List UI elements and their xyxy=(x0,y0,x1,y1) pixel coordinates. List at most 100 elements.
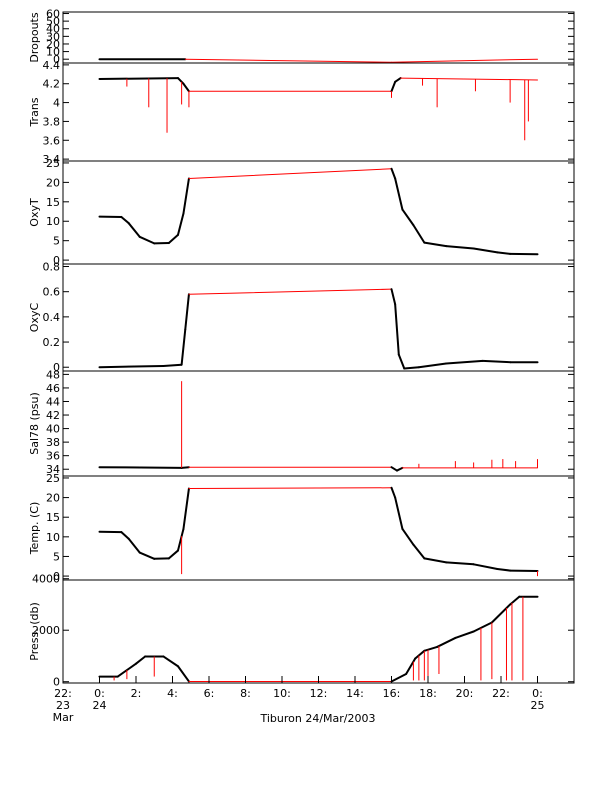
data-line-segment xyxy=(182,487,190,530)
y-tick-label: 40 xyxy=(46,423,60,436)
y-tick-label: 5 xyxy=(53,550,60,563)
data-line-segment xyxy=(390,80,397,93)
y-tick-label: 0 xyxy=(53,676,60,689)
data-line-segment xyxy=(394,303,400,356)
x-tick-label: 22: xyxy=(54,687,72,700)
y-tick-label: 20 xyxy=(46,492,60,505)
data-line-segment xyxy=(401,527,415,546)
data-line-segment xyxy=(394,496,404,530)
y-tick-label: 0.6 xyxy=(43,286,61,299)
data-line-segment xyxy=(403,366,420,370)
y-tick-label: 40 xyxy=(46,23,60,36)
y-tick-label: 0 xyxy=(53,570,60,583)
plot-frame xyxy=(62,263,575,372)
data-line-segment xyxy=(412,543,426,560)
data-line-segment xyxy=(414,649,426,660)
data-line-segment xyxy=(135,655,147,665)
data-line-segment xyxy=(176,527,185,552)
x-tick-label: 8: xyxy=(240,687,251,700)
y-tick-label: 25 xyxy=(46,157,60,170)
data-line-segment xyxy=(188,487,392,490)
y-tick-label: 5 xyxy=(53,235,60,248)
x-tick-label: 0: xyxy=(94,687,105,700)
x-tick-label: 2: xyxy=(131,687,142,700)
data-line-segment xyxy=(405,657,417,675)
y-tick-label: 0 xyxy=(53,53,60,66)
x-tick-label: 18: xyxy=(419,687,437,700)
x-tick-label: 16: xyxy=(383,687,401,700)
data-line-segment xyxy=(138,551,156,560)
x-tick-label: 22: xyxy=(492,687,510,700)
data-line-segment xyxy=(98,466,183,469)
data-line-segment xyxy=(180,466,190,469)
data-line-segment xyxy=(423,645,439,652)
data-line-segment xyxy=(394,77,402,83)
y-tick-label: 44 xyxy=(46,395,60,408)
data-line-segment xyxy=(176,212,185,236)
data-line-segment xyxy=(472,247,499,254)
data-line-segment xyxy=(176,665,190,683)
data-line-segment xyxy=(162,363,183,367)
y-tick-label: 20 xyxy=(46,176,60,189)
y-tick-label: 60 xyxy=(46,8,60,21)
data-line-segment xyxy=(167,549,179,560)
y-axis-label: OxyT xyxy=(28,198,41,227)
y-tick-label: 30 xyxy=(46,30,60,43)
y-tick-label: 46 xyxy=(46,382,60,395)
data-line-segment xyxy=(496,568,512,572)
data-line-segment xyxy=(188,168,392,179)
plot-frame xyxy=(62,160,575,265)
data-line-segment xyxy=(184,58,392,63)
data-line-segment xyxy=(188,288,392,295)
y-tick-label: 10 xyxy=(46,215,60,228)
x-tick-label: 25 xyxy=(531,699,545,712)
y-tick-label: 2000 xyxy=(32,624,60,637)
y-axis-label: Trans xyxy=(28,97,41,127)
y-tick-label: 38 xyxy=(46,436,60,449)
chart-caption: Tiburon 24/Mar/2003 xyxy=(259,712,375,725)
chart-panel: 0 0.2 0.4 0.6 0.8 OxyC xyxy=(28,261,575,374)
data-line-segment xyxy=(184,293,190,331)
data-line-segment xyxy=(98,364,165,369)
x-tick-label: 24 xyxy=(93,699,107,712)
y-tick-label: 15 xyxy=(46,196,60,209)
data-line-segment xyxy=(395,466,404,472)
data-line-segment xyxy=(390,672,408,683)
y-axis-label: Temp. (C) xyxy=(28,502,41,556)
data-line-segment xyxy=(397,353,406,370)
y-tick-label: 4000 xyxy=(32,573,60,586)
data-line-segment xyxy=(390,288,397,306)
plot-frame xyxy=(62,370,575,477)
data-line-segment xyxy=(390,466,398,472)
data-line-segment xyxy=(412,224,426,244)
y-tick-label: 48 xyxy=(46,368,60,381)
x-tick-label: 20: xyxy=(456,687,474,700)
y-axis-label: OxyC xyxy=(28,303,41,333)
y-tick-label: 10 xyxy=(46,531,60,544)
data-line-segment xyxy=(423,241,448,248)
y-tick-label: 0.4 xyxy=(43,311,61,324)
x-tick-label: 6: xyxy=(204,687,215,700)
x-tick-label: 14: xyxy=(346,687,364,700)
y-tick-label: 4 xyxy=(53,97,60,110)
data-line-segment xyxy=(423,557,448,564)
data-line-segment xyxy=(417,362,448,369)
y-tick-label: 3.6 xyxy=(43,134,61,147)
data-line-segment xyxy=(180,328,187,366)
data-line-segment xyxy=(167,233,179,245)
data-line-segment xyxy=(182,82,190,93)
y-tick-label: 36 xyxy=(46,450,60,463)
y-tick-label: 0 xyxy=(53,361,60,374)
data-line-segment xyxy=(138,235,156,245)
data-line-segment xyxy=(176,77,185,85)
y-tick-label: 25 xyxy=(46,472,60,485)
y-tick-label: 50 xyxy=(46,15,60,28)
y-tick-label: 0.2 xyxy=(43,336,61,349)
y-tick-label: 4.4 xyxy=(43,59,61,72)
data-line-segment xyxy=(472,563,499,571)
data-line-segment xyxy=(127,537,141,554)
y-axis-label: Sal78 (psu) xyxy=(28,392,41,455)
data-line-segment xyxy=(490,603,512,624)
